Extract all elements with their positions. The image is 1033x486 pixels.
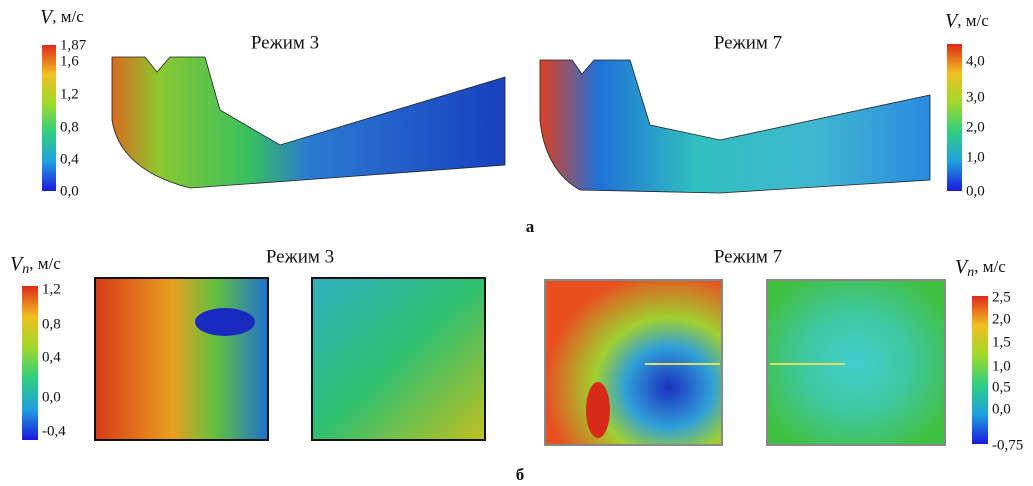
colorbar	[947, 44, 962, 191]
colorbar-title: V, м/с	[40, 6, 84, 28]
colorbar-tick: 0,0	[42, 389, 61, 405]
colorbar-tick: 0,8	[60, 119, 79, 135]
colorbar-tick: 0,4	[42, 349, 61, 365]
unit: , м/с	[29, 254, 61, 273]
subscript: n	[967, 265, 974, 280]
colorbar-tick: 2,0	[966, 119, 985, 135]
colorbar-tick: 0,8	[42, 316, 61, 332]
symbol: V	[945, 10, 960, 32]
colorbar-tick: -0,4	[42, 423, 66, 439]
colorbar-tick: 1,5	[992, 334, 1011, 350]
colorbar-title: Vn, м/с	[10, 253, 61, 278]
colorbar	[22, 286, 38, 440]
velocity-field	[539, 59, 931, 194]
colorbar-tick: 0,0	[60, 183, 79, 199]
colorbar-tick: 1,2	[42, 281, 61, 297]
section-field	[586, 382, 610, 438]
colorbar-title: Vn, м/с	[955, 256, 1006, 281]
colorbar-tick: 4,0	[966, 53, 985, 69]
colorbar-tick: 1,6	[60, 53, 79, 69]
velocity-field	[111, 56, 506, 189]
section-field	[94, 277, 269, 441]
panel-label: а	[526, 217, 535, 236]
colorbar-tick: 1,2	[60, 86, 79, 102]
symbol: V	[955, 256, 970, 278]
colorbar-tick: -0,75	[992, 437, 1023, 453]
colorbar	[972, 296, 988, 444]
colorbar-tick: 0,5	[992, 379, 1011, 395]
section-field	[766, 279, 946, 446]
colorbar-title: V, м/с	[945, 10, 989, 32]
unit: , м/с	[52, 7, 84, 26]
colorbar-tick: 1,0	[992, 358, 1011, 374]
panel-title: Режим 3	[266, 246, 334, 267]
subscript: n	[22, 262, 29, 277]
colorbar-tick: 0,4	[60, 151, 79, 167]
symbol: V	[40, 6, 55, 28]
symbol: V	[10, 253, 25, 275]
colorbar-tick: 1,87	[60, 37, 87, 53]
unit: , м/с	[974, 257, 1006, 276]
colorbar-tick: 2,5	[992, 289, 1011, 305]
colorbar-tick: 3,0	[966, 89, 985, 105]
colorbar	[42, 45, 56, 191]
colorbar-tick: 1,0	[966, 149, 985, 165]
section-field	[195, 308, 255, 336]
colorbar-tick: 0,0	[966, 183, 985, 199]
colorbar-tick: 2,0	[992, 311, 1011, 327]
panel-title: Режим 7	[714, 246, 782, 267]
unit: , м/с	[957, 11, 989, 30]
panel-title: Режим 7	[714, 32, 782, 53]
panel-title: Режим 3	[251, 32, 319, 53]
section-field	[311, 277, 486, 441]
colorbar-tick: 0,0	[992, 401, 1011, 417]
section-field	[544, 279, 723, 446]
panel-label: б	[516, 465, 525, 484]
